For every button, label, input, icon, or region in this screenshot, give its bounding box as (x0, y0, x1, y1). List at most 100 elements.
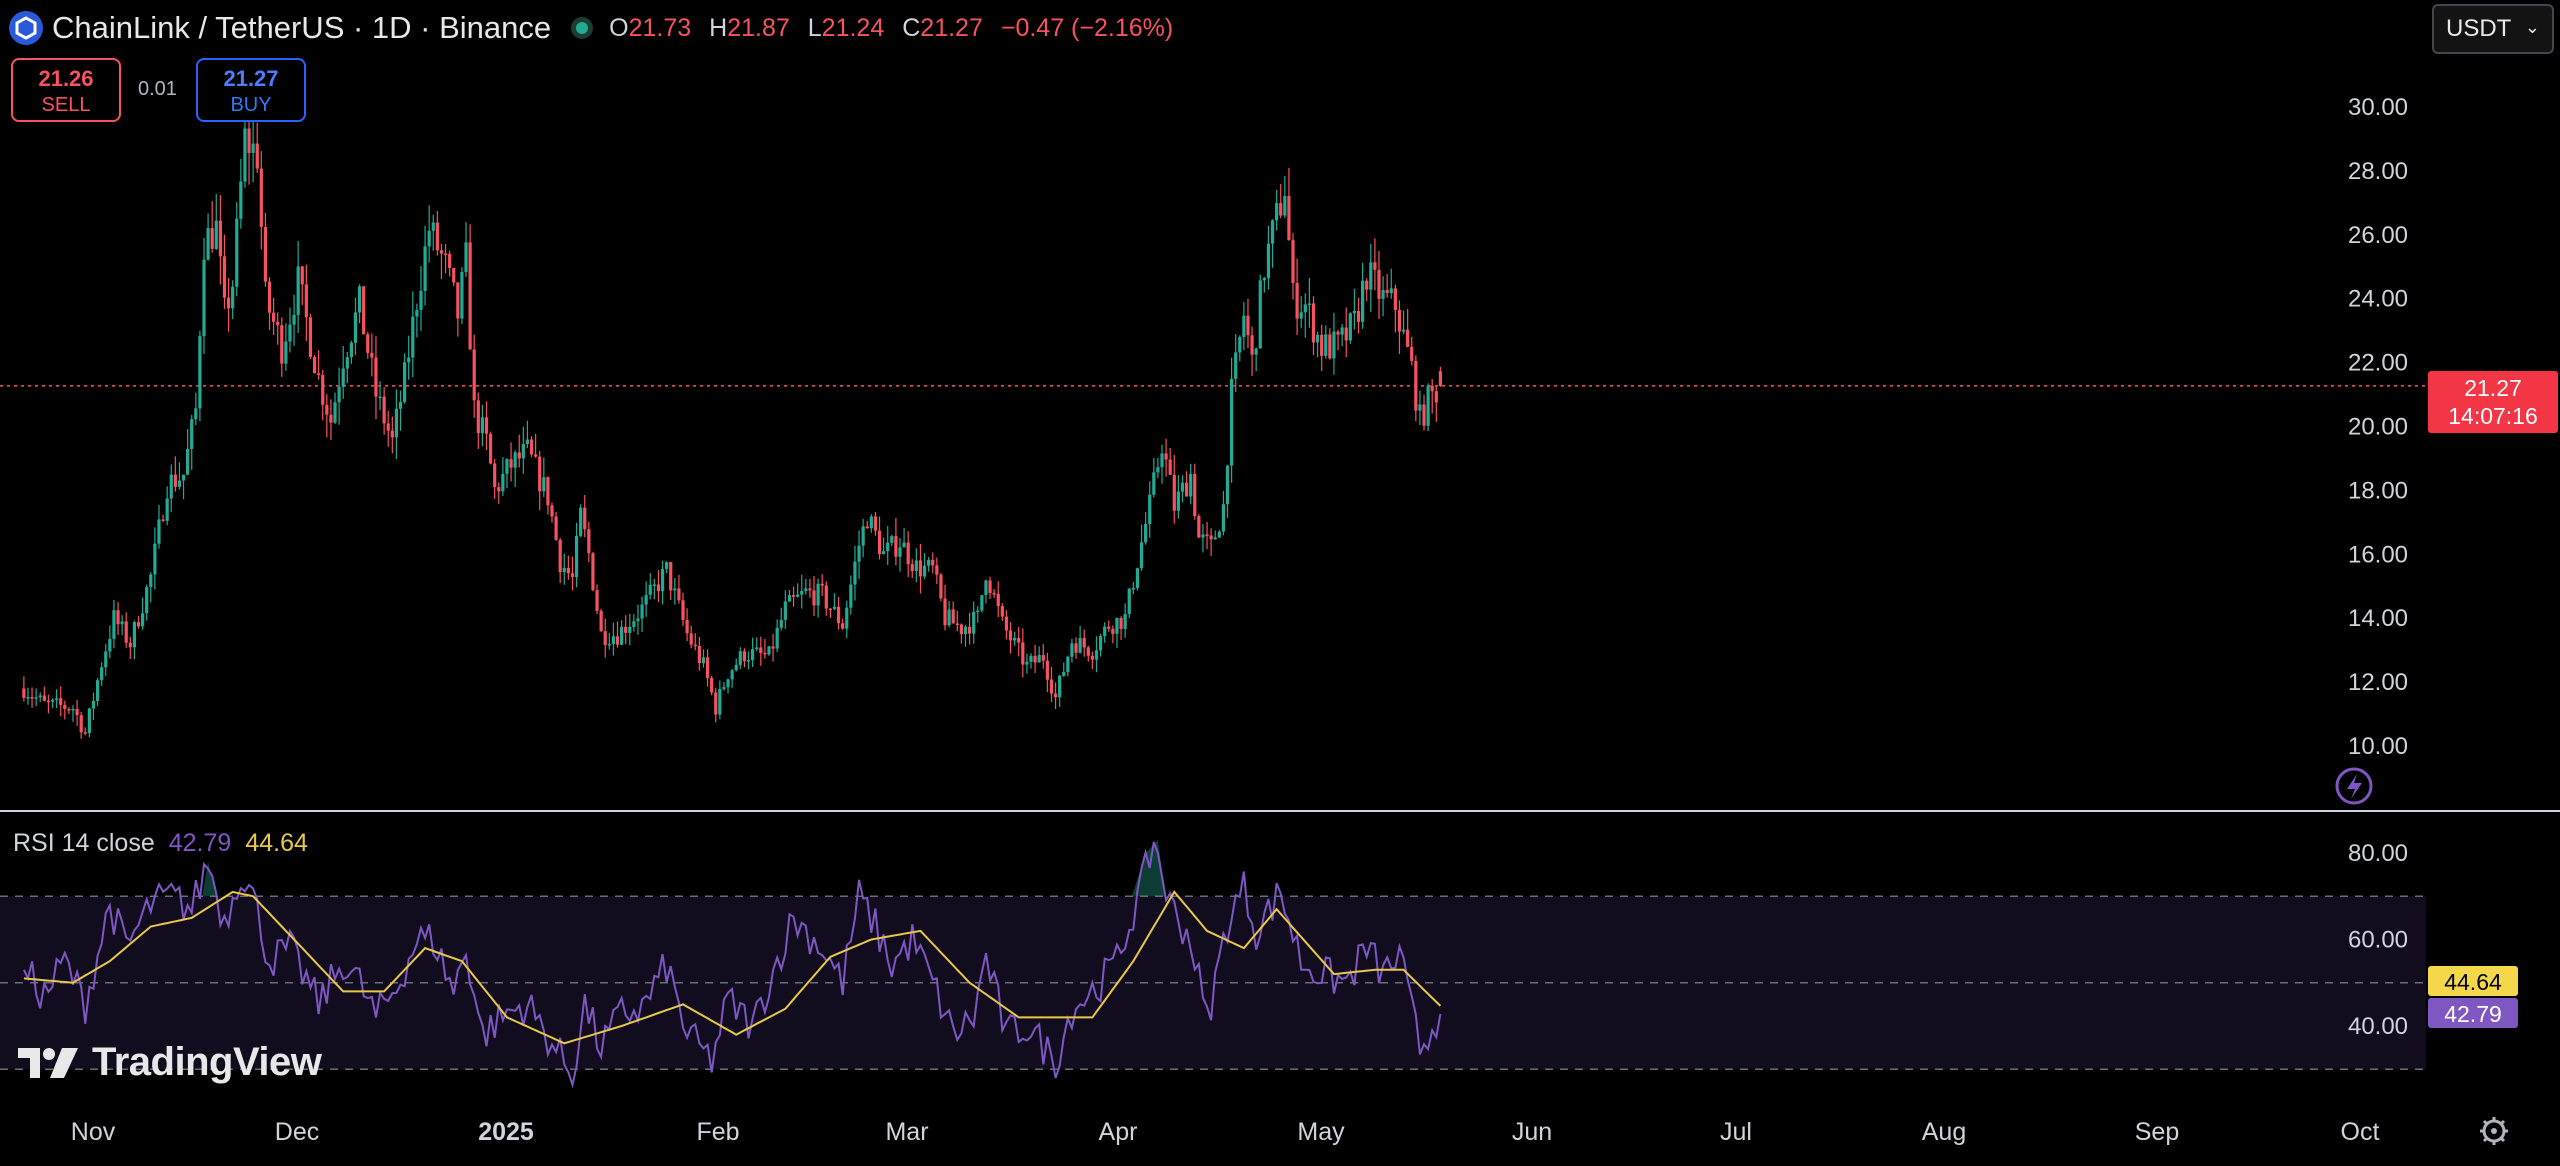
candle (91, 692, 96, 721)
candle-body (341, 368, 345, 387)
candle (1401, 310, 1406, 335)
candle (448, 250, 452, 277)
candle-body (34, 697, 38, 699)
candle (1320, 324, 1324, 372)
candle-body (538, 456, 542, 492)
candle (824, 581, 828, 616)
candle (1184, 471, 1189, 497)
candle-body (1422, 404, 1426, 426)
candle-body (194, 408, 198, 420)
candle-body (1266, 243, 1271, 279)
candle-body (259, 168, 263, 227)
candle-body (104, 651, 108, 668)
candle-body (100, 667, 104, 681)
time-axis-tick-label: Sep (2135, 1118, 2179, 1146)
candle (640, 596, 644, 633)
candle-body (1013, 637, 1017, 641)
candle-body (832, 606, 837, 609)
candle-body (1201, 534, 1205, 538)
candle-body (845, 607, 849, 629)
candle-body (214, 220, 218, 249)
lightning-icon[interactable] (2335, 767, 2373, 805)
time-axis-tick-label: Jun (1512, 1118, 1552, 1146)
candle-body (763, 652, 767, 655)
time-axis-tick-label: Apr (1099, 1118, 1138, 1146)
settings-gear-icon[interactable] (2480, 1117, 2508, 1145)
candle-body (1365, 280, 1369, 290)
candle (775, 619, 779, 653)
buy-button[interactable]: 21.27 BUY (196, 58, 306, 122)
candle-body (1184, 482, 1189, 497)
candle-body (124, 621, 128, 643)
candle (95, 677, 100, 707)
candle (55, 689, 59, 709)
candle-body (513, 452, 517, 468)
candle-body (1246, 315, 1250, 336)
candle (423, 225, 427, 306)
candle (1303, 293, 1307, 338)
candle-body (742, 651, 747, 662)
candle-body (1356, 310, 1361, 322)
candle (46, 694, 51, 714)
candle-body (1217, 531, 1221, 538)
candle (1410, 336, 1414, 366)
candle-body (738, 651, 742, 665)
candle-body (210, 228, 214, 249)
candle (820, 574, 824, 596)
candle-body (1311, 303, 1316, 343)
candle (464, 222, 468, 277)
candle-body (1021, 642, 1025, 665)
tradingview-logo-icon (18, 1047, 78, 1078)
candle (329, 399, 333, 441)
symbol-title[interactable]: ChainLink / TetherUS · 1D · Binance (52, 10, 552, 45)
candle-body (321, 374, 325, 405)
candle (767, 645, 771, 656)
candle-body (439, 250, 444, 254)
sell-button[interactable]: 21.26 SELL (11, 58, 121, 122)
candle-body (1291, 240, 1295, 284)
candle (562, 553, 566, 585)
candle-body (247, 128, 251, 153)
candle-body (955, 623, 959, 625)
candle-body (1172, 474, 1176, 511)
status-dot-icon[interactable] (571, 17, 594, 39)
candle (1373, 238, 1377, 291)
candle-body (272, 312, 276, 322)
candle-body (714, 692, 718, 715)
candle-body (157, 519, 161, 544)
candle-body (46, 700, 51, 703)
candle-body (1389, 288, 1393, 294)
candle (239, 158, 243, 229)
tradingview-watermark[interactable]: TradingView (18, 1040, 322, 1085)
candle-body (71, 708, 75, 711)
rsi-legend[interactable]: RSI 14 close 42.79 44.64 (13, 829, 308, 858)
candle-body (1148, 494, 1152, 525)
candle (374, 336, 378, 420)
candle-body (1401, 329, 1406, 332)
candle-body (112, 610, 116, 639)
candle (104, 643, 108, 676)
candle (190, 414, 194, 470)
candle (1311, 296, 1316, 356)
candle-body (394, 408, 399, 438)
currency-select[interactable]: USDT ⌄ (2432, 4, 2554, 54)
candle (730, 668, 734, 688)
candle (1156, 457, 1160, 479)
candle (685, 608, 689, 642)
candle-body (296, 266, 300, 315)
candle (1250, 326, 1254, 376)
price-axis-tick-label: 16.00 (2348, 541, 2408, 568)
candle (1324, 325, 1328, 359)
candle (914, 548, 918, 583)
price-axis-tick-label: 24.00 (2348, 286, 2408, 313)
candle-body (984, 580, 988, 596)
time-axis-tick-label: 2025 (478, 1118, 534, 1146)
candle (832, 593, 837, 611)
candle-body (1397, 309, 1402, 332)
rsi-line (22, 841, 1442, 1089)
candle-body (505, 459, 509, 474)
ohlc-open-value: 21.73 (628, 13, 692, 42)
candle-body (980, 595, 984, 611)
candle (931, 552, 935, 574)
